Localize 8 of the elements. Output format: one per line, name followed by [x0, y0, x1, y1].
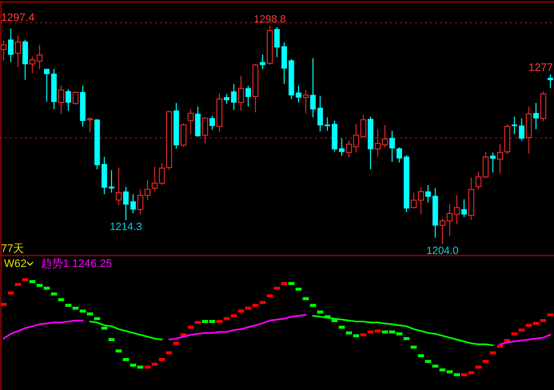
annotation: 1297.4	[1, 12, 35, 24]
text: 趋势1 1246.25	[41, 257, 112, 270]
annotation: 1214.3	[110, 221, 142, 234]
chart-title: W62	[4, 258, 27, 270]
annotation: 1204.0	[426, 244, 459, 257]
annotation: 1277	[528, 62, 553, 74]
annotation: 77天	[1, 243, 24, 255]
annotation: 1298.8	[254, 14, 286, 26]
